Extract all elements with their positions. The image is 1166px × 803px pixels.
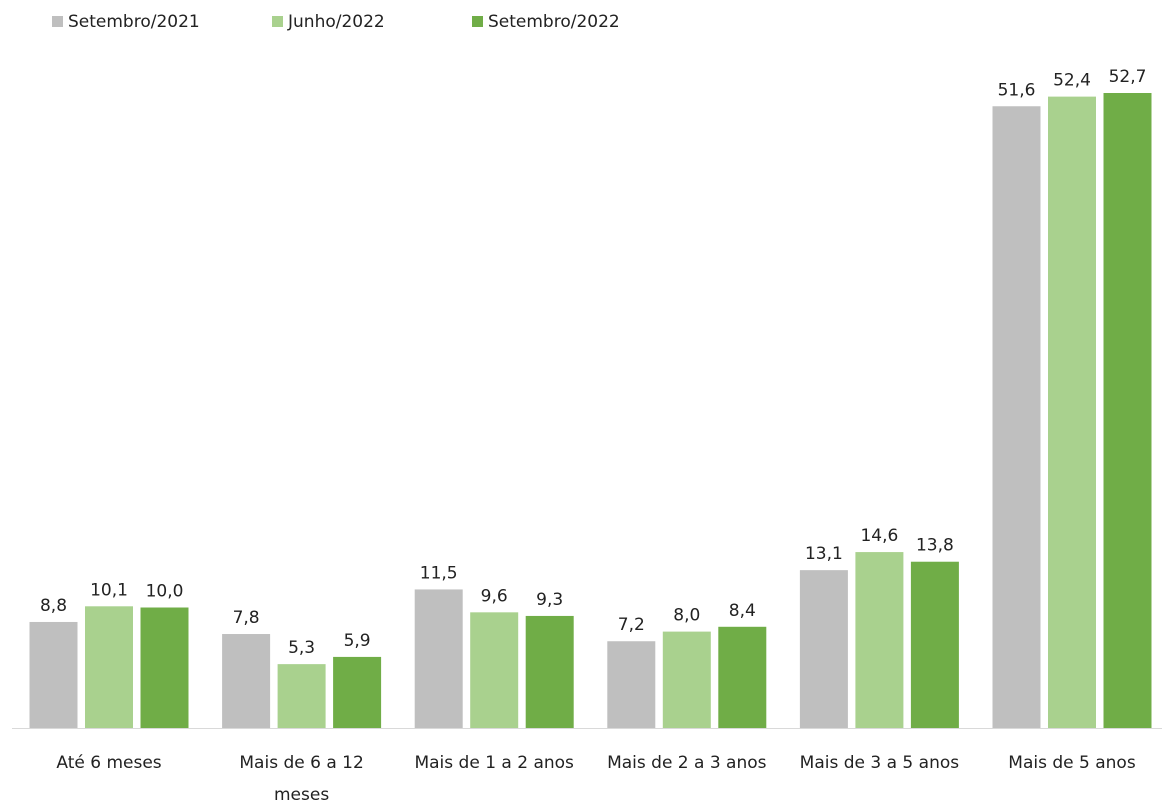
x-tick-label: Mais de 2 a 3 anos	[607, 753, 767, 773]
x-tick-label: Mais de 5 anos	[1008, 753, 1136, 773]
bar	[855, 552, 904, 728]
data-label: 9,3	[536, 590, 563, 610]
data-label: 51,6	[998, 80, 1036, 100]
data-label: 10,1	[90, 580, 128, 600]
bar	[222, 634, 271, 728]
data-label: 7,8	[233, 608, 260, 628]
data-label: 8,4	[729, 601, 756, 621]
bar	[414, 589, 463, 728]
data-label: 13,1	[805, 544, 843, 564]
data-label: 11,5	[420, 563, 458, 583]
data-label: 5,3	[288, 638, 315, 658]
legend-swatch	[472, 16, 483, 27]
data-label: 10,0	[146, 582, 184, 602]
data-label: 14,6	[860, 526, 898, 546]
x-tick-label: Até 6 meses	[56, 753, 162, 773]
legend-swatch	[272, 16, 283, 27]
bar	[85, 606, 133, 728]
bar	[277, 664, 326, 728]
bar	[470, 612, 519, 728]
bar	[1103, 93, 1152, 728]
bar	[29, 621, 78, 728]
x-tick-label: Mais de 1 a 2 anos	[414, 753, 574, 773]
bar	[140, 607, 189, 728]
x-tick-label: Mais de 6 a 12 meses	[239, 753, 364, 803]
bar	[1048, 96, 1096, 728]
data-label: 52,7	[1109, 67, 1147, 87]
data-label: 8,0	[673, 606, 700, 626]
legend-swatch	[52, 16, 63, 27]
bar	[525, 615, 574, 728]
legend-label: Junho/2022	[287, 12, 385, 32]
data-label: 9,6	[481, 586, 508, 606]
bar	[992, 106, 1041, 728]
bar	[607, 641, 656, 728]
x-tick-label: Mais de 3 a 5 anos	[799, 753, 960, 773]
bar	[662, 631, 711, 728]
bar	[333, 656, 382, 728]
data-label: 52,4	[1053, 71, 1091, 91]
bar	[799, 570, 848, 728]
data-label: 8,8	[40, 596, 67, 616]
data-label: 7,2	[618, 615, 645, 635]
legend-label: Setembro/2022	[488, 12, 620, 32]
data-label: 5,9	[344, 631, 371, 651]
bar	[910, 561, 959, 728]
data-label: 13,8	[916, 536, 954, 556]
legend-label: Setembro/2021	[68, 12, 200, 32]
bar	[718, 626, 767, 728]
